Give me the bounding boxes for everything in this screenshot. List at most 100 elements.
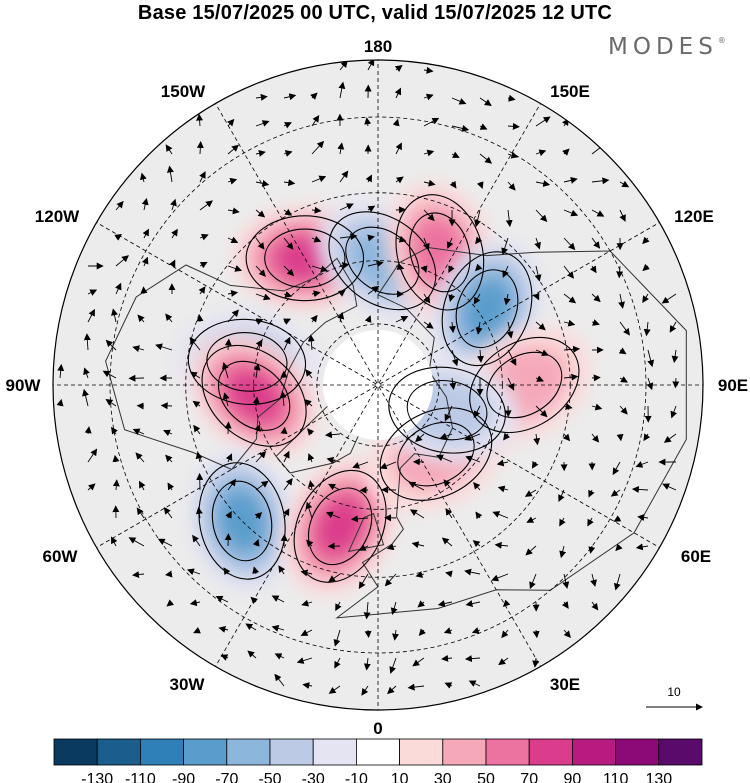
- wind-vector: [563, 237, 576, 251]
- wind-vector: [218, 625, 229, 633]
- wind-vector: [563, 209, 579, 217]
- wind-vector: [439, 432, 453, 440]
- wind-vector: [394, 87, 402, 99]
- wind-vector: [87, 483, 96, 491]
- wind-vector: [390, 601, 398, 615]
- wind-vector: [57, 363, 65, 379]
- wind-vector: [411, 541, 425, 549]
- wind-vector: [224, 338, 232, 351]
- wind-vector: [282, 508, 290, 519]
- wind-vector: [227, 207, 240, 215]
- colorbar: -130 -110 -90 -70 -50 -30 -10 10 30 50 70 90 110 130: [53, 738, 703, 783]
- wind-vector: [227, 144, 239, 155]
- wind-vector: [215, 595, 229, 603]
- wind-vector: [475, 263, 483, 272]
- colorbar-swatch: [226, 738, 271, 766]
- wind-vector: [186, 568, 201, 576]
- wind-vector: [507, 94, 516, 102]
- wind-vector: [492, 511, 509, 519]
- colorbar-tick-label: -50: [258, 771, 281, 783]
- colorbar-tick-label: 30: [434, 771, 452, 783]
- map-border: [52, 59, 704, 711]
- lon-label-90e: 90E: [718, 376, 748, 395]
- wind-vector: [529, 573, 537, 590]
- colorbar-swatch: [269, 738, 314, 766]
- wind-vector: [87, 289, 98, 296]
- wind-vector: [448, 321, 456, 334]
- wind-vector: [221, 361, 229, 379]
- wind-vector: [445, 570, 453, 578]
- latitude-circle: [109, 116, 647, 654]
- wind-vector: [245, 623, 257, 631]
- wind-vector: [358, 544, 369, 551]
- wind-vector: [415, 433, 425, 443]
- colorbar-swatch: [355, 738, 400, 766]
- wind-vector: [619, 405, 628, 415]
- wind-vector: [82, 388, 89, 407]
- wind-vector: [471, 627, 481, 634]
- lon-label-0: 0: [373, 719, 382, 738]
- wind-vector: [479, 153, 493, 164]
- colorbar-tick-label: -130: [81, 771, 113, 783]
- wind-vector: [563, 373, 579, 381]
- wind-vector: [155, 343, 173, 351]
- colorbar-tick-label: -110: [125, 771, 156, 783]
- wind-vector: [423, 209, 435, 222]
- wind-vector: [195, 451, 203, 463]
- wind-vector: [199, 171, 206, 183]
- wind-vector: [283, 150, 293, 157]
- wind-vector: [506, 321, 514, 339]
- wind-vector: [563, 319, 576, 327]
- wind-vector: [531, 460, 539, 469]
- wind-vector: [83, 367, 90, 379]
- wind-vector: [587, 517, 594, 527]
- wind-vector: [423, 321, 434, 329]
- wind-vector: [437, 600, 453, 607]
- wind-vector: [563, 345, 581, 353]
- wind-vector: [612, 461, 621, 476]
- wind-vector: [647, 349, 655, 368]
- wind-vector: [561, 601, 569, 609]
- wind-vector: [271, 595, 285, 603]
- colorbar-swatch: [183, 738, 228, 766]
- wind-vector: [255, 293, 271, 301]
- colorbar-swatch: [96, 738, 141, 766]
- wind-vector: [337, 311, 345, 323]
- colorbar-tick-label: -90: [172, 771, 195, 783]
- wind-vector: [132, 428, 145, 436]
- wind-vector: [225, 511, 232, 519]
- wind-vector: [643, 433, 651, 442]
- wind-vector: [423, 117, 440, 127]
- wind-vector: [311, 140, 325, 155]
- wind-vector: [563, 403, 573, 410]
- wind-vector: [472, 540, 481, 548]
- wind-vector: [255, 480, 269, 491]
- wind-vector: [115, 282, 122, 295]
- wind-vector: [367, 260, 384, 268]
- wind-vector: [635, 461, 649, 468]
- wind-vector: [465, 455, 481, 463]
- wind-vector: [283, 179, 296, 187]
- wind-vector: [532, 629, 540, 639]
- wind-vector: [105, 398, 117, 407]
- coastline: [347, 512, 385, 553]
- wind-vector: [132, 345, 145, 353]
- wind-vector: [590, 573, 597, 587]
- wind-vector: [502, 599, 511, 607]
- wind-vector: [283, 122, 292, 129]
- wind-vector: [671, 349, 679, 363]
- wind-vector: [132, 571, 145, 579]
- wind-vector: [195, 506, 203, 519]
- contour-line: [206, 332, 288, 392]
- wind-vector: [304, 399, 313, 407]
- wind-vector: [618, 293, 625, 309]
- wind-vector: [392, 118, 400, 127]
- wind-vector: [283, 450, 290, 463]
- wind-vector: [310, 92, 318, 100]
- wind-vector: [252, 396, 260, 407]
- wind-vector: [56, 398, 64, 407]
- wind-vector: [279, 390, 287, 407]
- coastline: [335, 246, 687, 619]
- wind-vector: [395, 315, 409, 323]
